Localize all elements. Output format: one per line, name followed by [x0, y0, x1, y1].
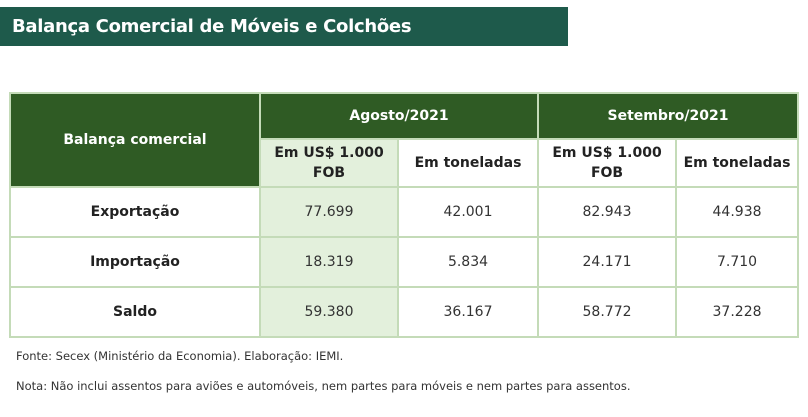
- page-title: Balança Comercial de Móveis e Colchões: [0, 7, 568, 46]
- subheader-usd: Em US$ 1.000 FOB: [259, 138, 399, 188]
- period-header-september: Setembro/2021: [537, 92, 800, 140]
- subheader-tons: Em toneladas: [675, 138, 800, 188]
- table-cell: 77.699: [259, 186, 399, 238]
- table-row: Saldo 59.380 36.167 58.772 37.228: [9, 286, 800, 338]
- subheader-usd: Em US$ 1.000 FOB: [537, 138, 678, 188]
- footnote: Nota: Não inclui assentos para aviões e …: [16, 379, 631, 393]
- table-cell: 58.772: [537, 286, 678, 338]
- table-cell: 37.228: [675, 286, 800, 338]
- table-row: Importação 18.319 5.834 24.171 7.710: [9, 236, 800, 288]
- row-header: Balança comercial: [9, 92, 261, 188]
- subheader-tons: Em toneladas: [396, 138, 540, 188]
- source-note: Fonte: Secex (Ministério da Economia). E…: [16, 349, 344, 363]
- table-cell: 7.710: [675, 236, 800, 288]
- trade-balance-table: Balança comercial Agosto/2021 Setembro/2…: [9, 92, 800, 338]
- row-label: Importação: [9, 236, 261, 288]
- table-cell: 42.001: [396, 186, 540, 238]
- table-cell: 24.171: [537, 236, 678, 288]
- table-cell: 44.938: [675, 186, 800, 238]
- table-cell: 82.943: [537, 186, 678, 238]
- table-cell: 59.380: [259, 286, 399, 338]
- table-cell: 18.319: [259, 236, 399, 288]
- table-cell: 5.834: [396, 236, 540, 288]
- period-header-august: Agosto/2021: [258, 92, 540, 140]
- table-row: Exportação 77.699 42.001 82.943 44.938: [9, 186, 800, 238]
- row-label: Exportação: [9, 186, 261, 238]
- row-label: Saldo: [9, 286, 261, 338]
- table-cell: 36.167: [396, 286, 540, 338]
